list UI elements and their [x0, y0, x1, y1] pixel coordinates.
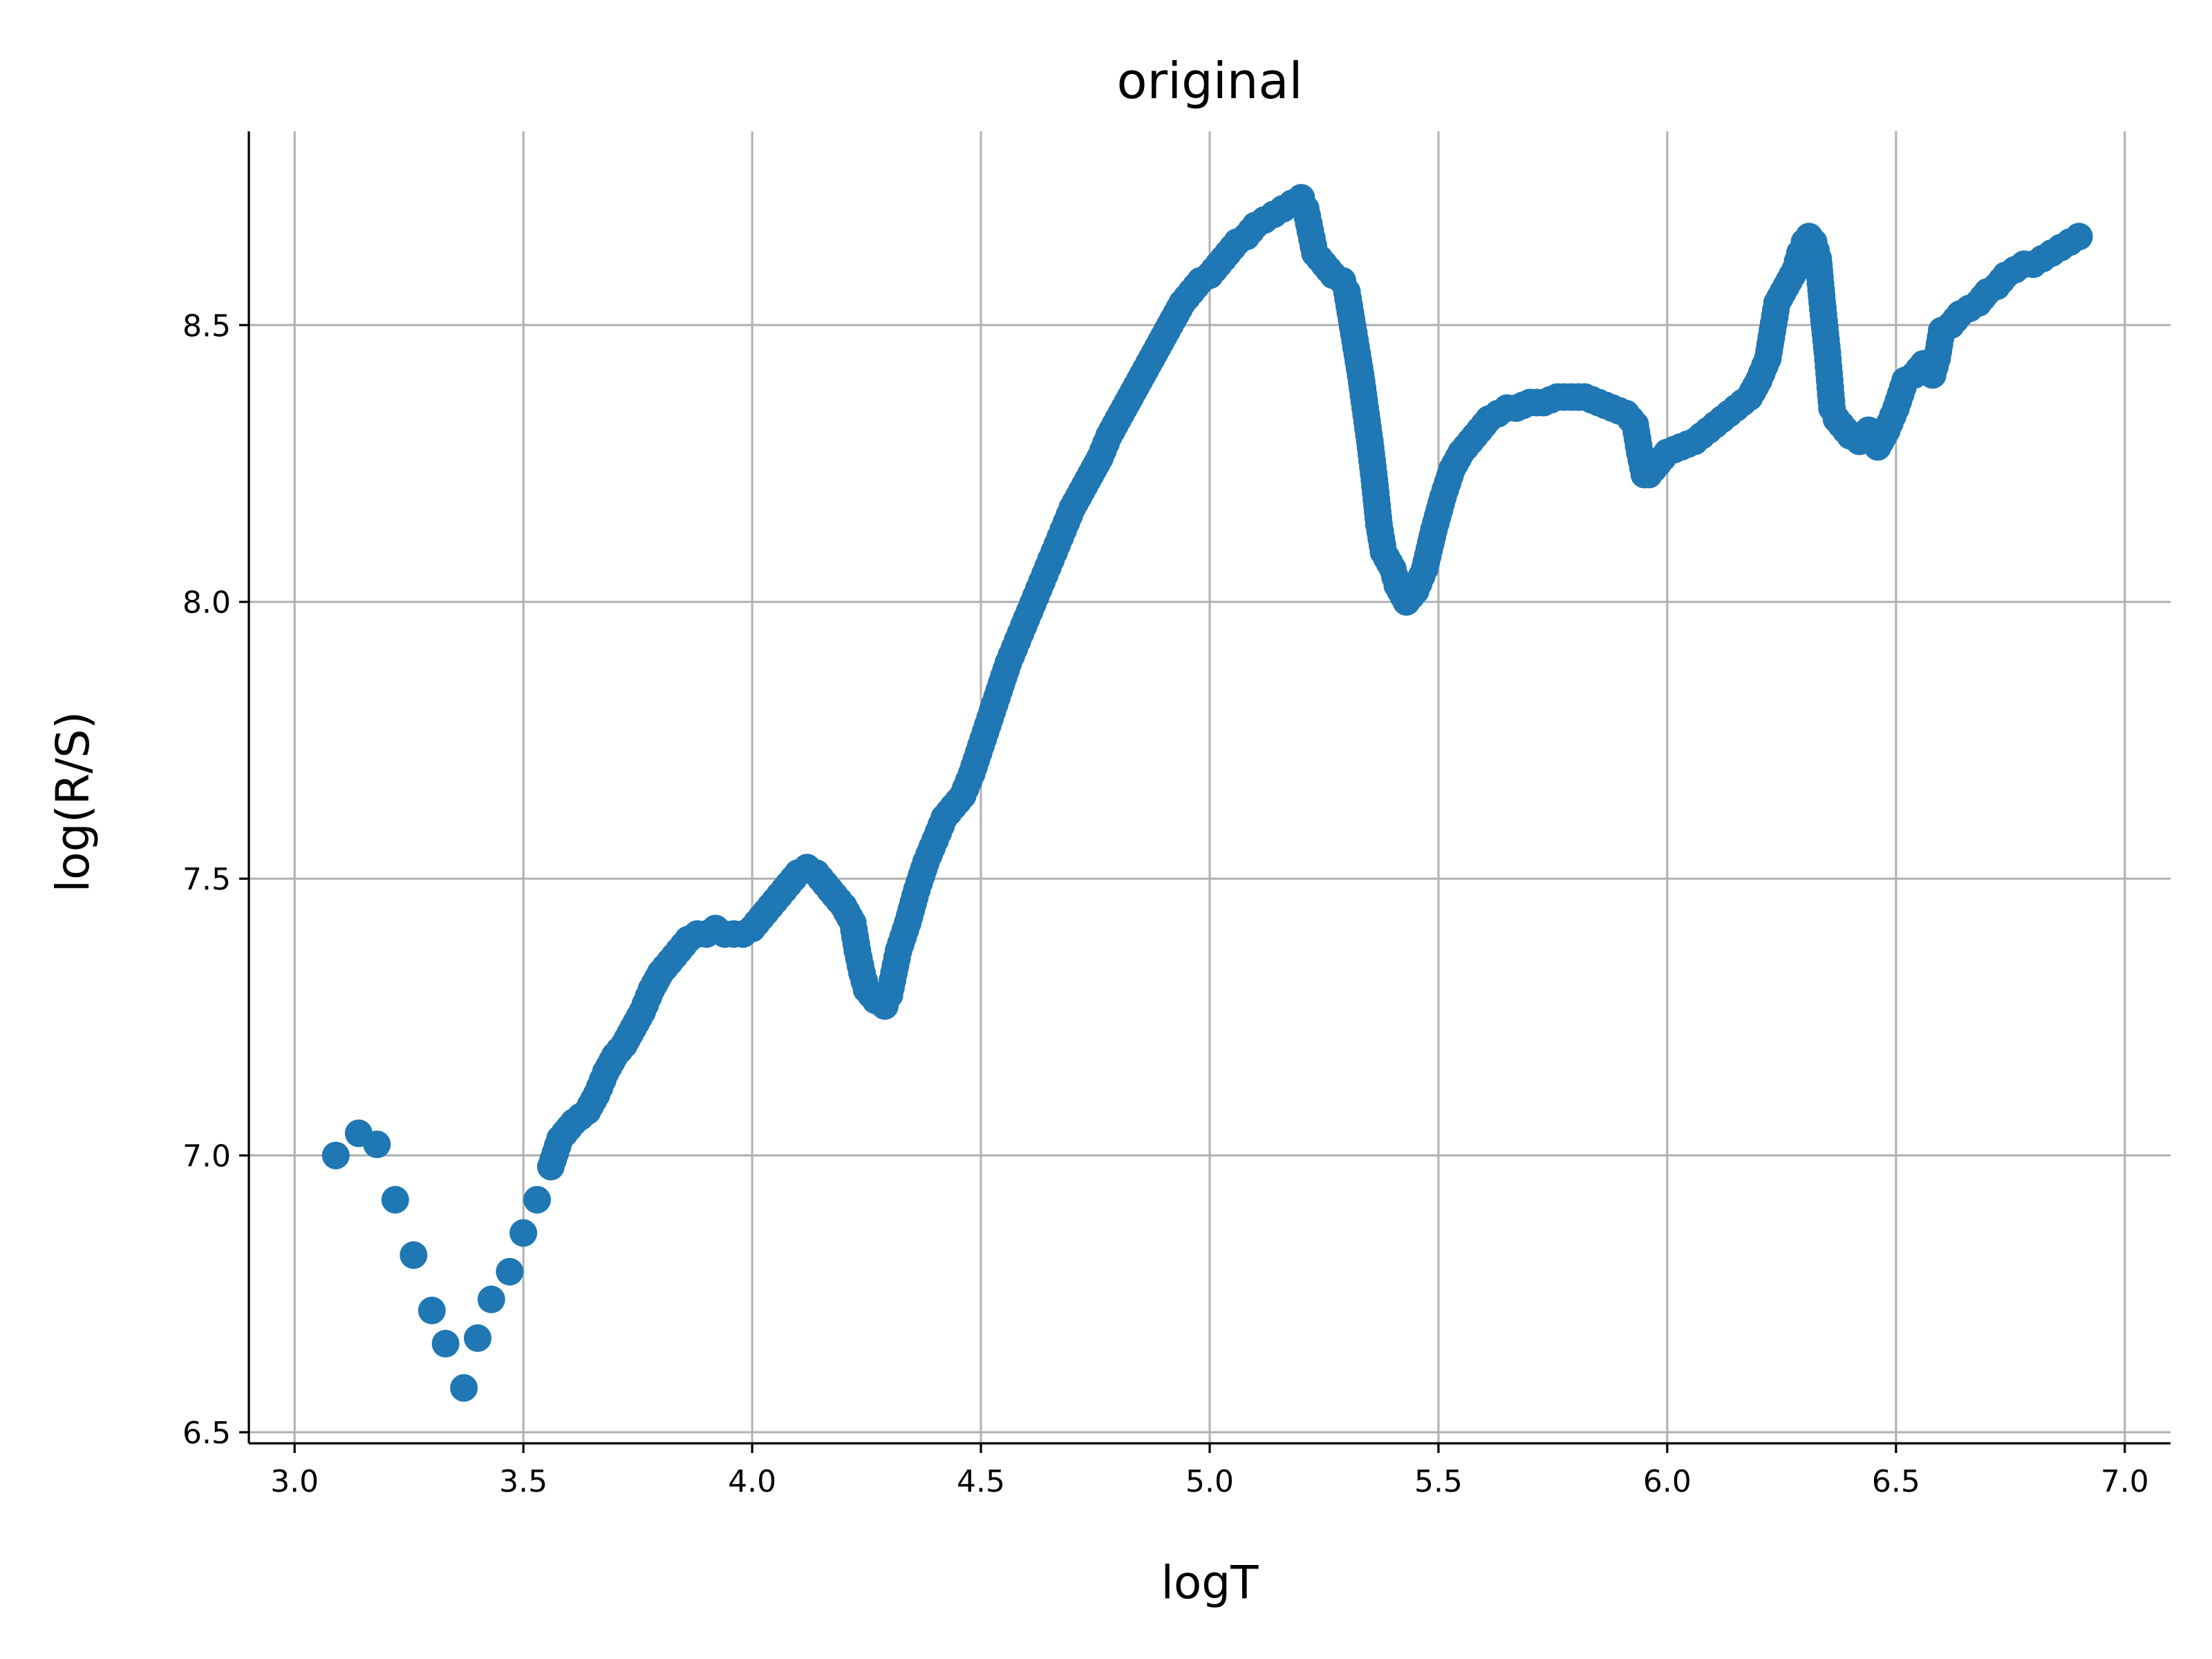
x-tick-label: 5.5 — [1414, 1464, 1463, 1499]
chart-title: original — [1116, 52, 1302, 110]
y-axis-label: log(R/S) — [46, 711, 100, 892]
x-tick-label: 3.5 — [499, 1464, 547, 1499]
grid-lines — [249, 131, 2171, 1443]
data-point — [464, 1324, 491, 1352]
data-point — [450, 1374, 478, 1402]
data-point — [496, 1257, 524, 1286]
y-tick-label: 8.0 — [182, 585, 231, 621]
y-tick-label: 6.5 — [182, 1416, 231, 1451]
y-tick-label: 7.0 — [182, 1139, 231, 1174]
x-tick-label: 7.0 — [2101, 1464, 2149, 1499]
x-axis-label: logT — [1161, 1556, 1259, 1609]
data-points — [321, 184, 2093, 1402]
x-tick-label: 6.5 — [1872, 1464, 1920, 1499]
data-point — [321, 1141, 350, 1170]
data-point — [523, 1185, 551, 1214]
y-tick-label: 8.5 — [182, 308, 231, 344]
data-point — [477, 1285, 505, 1313]
data-point — [431, 1329, 460, 1358]
data-point — [509, 1219, 538, 1247]
data-point — [2065, 223, 2093, 251]
x-tick-label: 5.0 — [1185, 1464, 1234, 1499]
data-point — [363, 1130, 391, 1159]
x-tick-label: 4.0 — [728, 1464, 776, 1499]
y-tick-label: 7.5 — [182, 862, 231, 897]
x-tick-label: 4.5 — [957, 1464, 1005, 1499]
data-point — [418, 1296, 446, 1324]
tick-labels: 3.0 3.5 4.0 4.5 5.0 5.5 6.0 6.5 7.0 6.5 7.0 7.5 8.0 8… — [182, 308, 2149, 1499]
data-point — [400, 1241, 428, 1269]
x-tick-label: 6.0 — [1643, 1464, 1691, 1499]
x-tick-label: 3.0 — [270, 1464, 319, 1499]
data-point — [381, 1185, 409, 1214]
